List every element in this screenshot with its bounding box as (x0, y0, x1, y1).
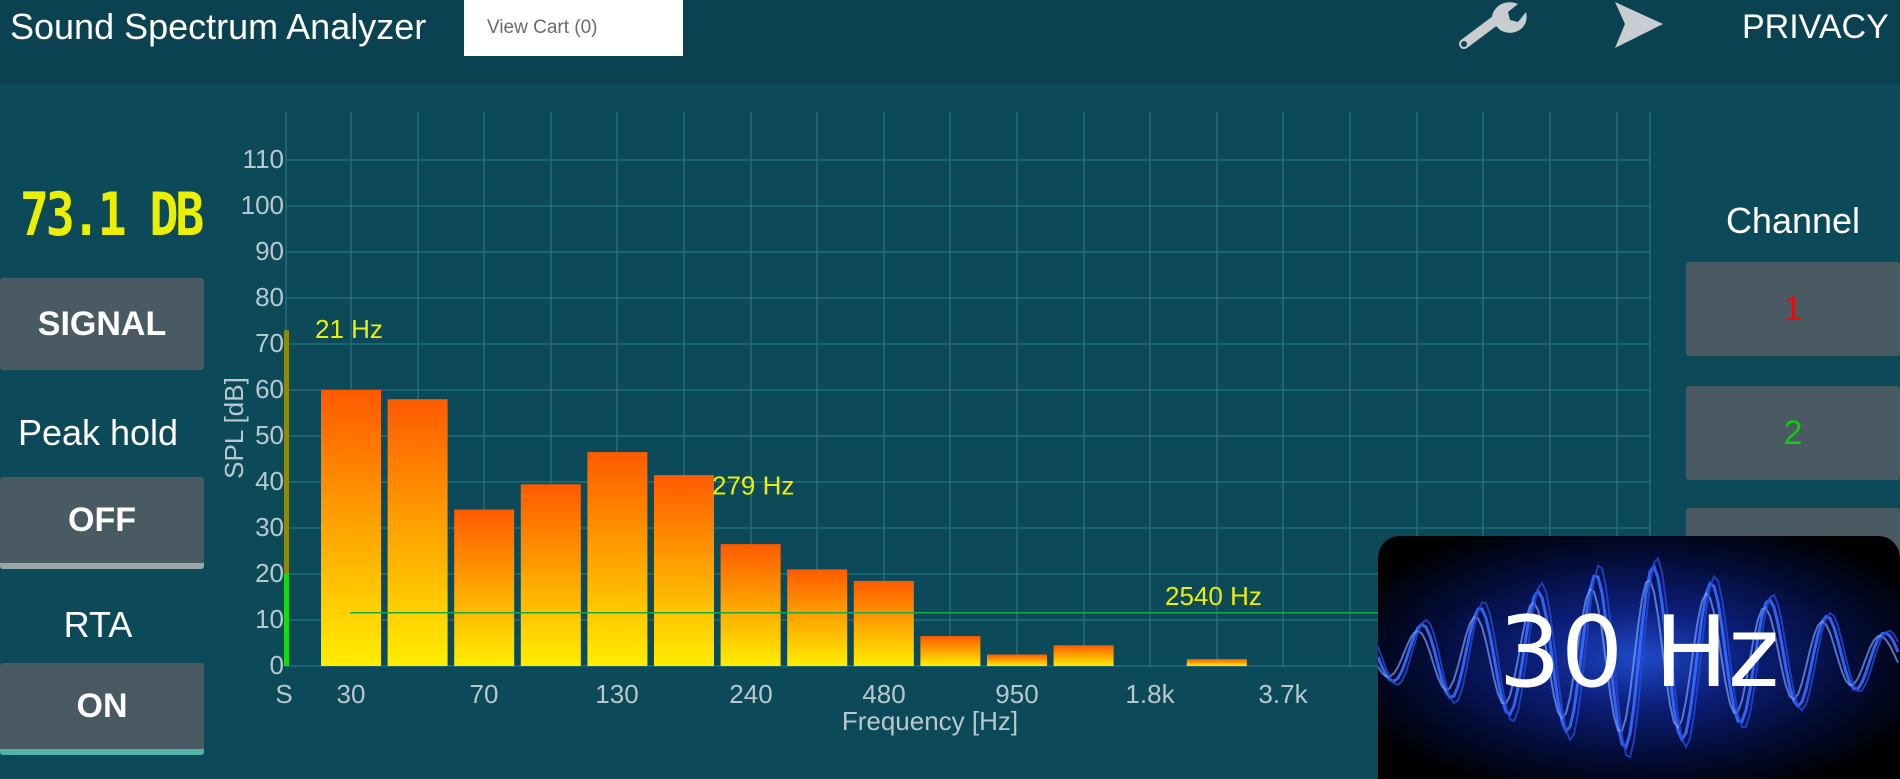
signal-level-bar (284, 330, 289, 666)
x-tick-label: 480 (862, 679, 905, 709)
y-tick-label: 0 (270, 650, 284, 680)
x-tick-label: 30 (337, 679, 366, 709)
view-cart-button[interactable]: View Cart (0) (464, 0, 683, 56)
x-tick-label: S (275, 679, 292, 709)
x-axis-label: Frequency [Hz] (842, 706, 1018, 736)
y-tick-label: 110 (243, 144, 284, 174)
spectrum-bar (1053, 645, 1114, 666)
spectrum-bar (987, 654, 1047, 666)
privacy-link[interactable]: PRIVACY (1742, 8, 1889, 46)
frequency-annotation: 2540 Hz (1165, 581, 1262, 611)
frequency-annotation: 21 Hz (315, 314, 383, 344)
app-title: Sound Spectrum Analyzer (10, 6, 427, 47)
spectrum-bar (587, 452, 648, 666)
wrench-icon[interactable] (1456, 0, 1528, 52)
spectrum-bar (1186, 659, 1247, 666)
level-readout: 73.1 DB (20, 180, 204, 250)
x-tick-label: 240 (729, 679, 772, 709)
rta-label: RTA (63, 604, 133, 645)
spectrum-bar (787, 569, 848, 666)
spectrum-bar (321, 390, 381, 666)
y-tick-label: 70 (255, 328, 284, 358)
x-tick-label: 3.7k (1258, 679, 1308, 709)
x-tick-label: 1.8k (1125, 679, 1175, 709)
y-tick-label: 60 (255, 374, 284, 404)
y-tick-label: 80 (255, 282, 284, 312)
y-tick-label: 100 (241, 190, 284, 220)
spectrum-bar (454, 509, 515, 666)
x-tick-label: 70 (470, 679, 499, 709)
spectrum-bar (520, 484, 581, 666)
y-tick-label: 90 (255, 236, 284, 266)
x-tick-label: 130 (595, 679, 638, 709)
x-tick-label: 950 (995, 679, 1038, 709)
frequency-overlay: 30 Hz (1378, 536, 1900, 779)
channel-label: Channel (1725, 200, 1861, 241)
y-tick-label: 10 (255, 604, 284, 634)
channel-2-button[interactable]: 2 (1686, 386, 1900, 480)
peak-hold-label: Peak hold (17, 412, 179, 453)
signal-button[interactable]: SIGNAL (0, 278, 204, 370)
overlay-frequency-text: 30 Hz (1498, 596, 1780, 710)
spectrum-bar (853, 580, 914, 666)
top-bar (0, 0, 1900, 84)
spectrum-bar (387, 399, 448, 666)
y-axis-label: SPL [dB] (219, 377, 249, 479)
frequency-annotation: 279 Hz (712, 470, 794, 500)
spectrum-bar (920, 636, 981, 666)
rta-toggle[interactable]: ON (0, 663, 204, 755)
send-icon[interactable] (1613, 0, 1665, 50)
y-tick-label: 30 (255, 512, 284, 542)
y-tick-label: 20 (255, 558, 284, 588)
channel-1-button[interactable]: 1 (1686, 262, 1900, 356)
y-tick-label: 40 (255, 466, 284, 496)
signal-level-bar-low (284, 574, 289, 666)
peak-hold-toggle[interactable]: OFF (0, 477, 204, 569)
spectrum-bar (720, 544, 781, 666)
spectrum-bar (654, 475, 714, 666)
y-tick-label: 50 (255, 420, 284, 450)
